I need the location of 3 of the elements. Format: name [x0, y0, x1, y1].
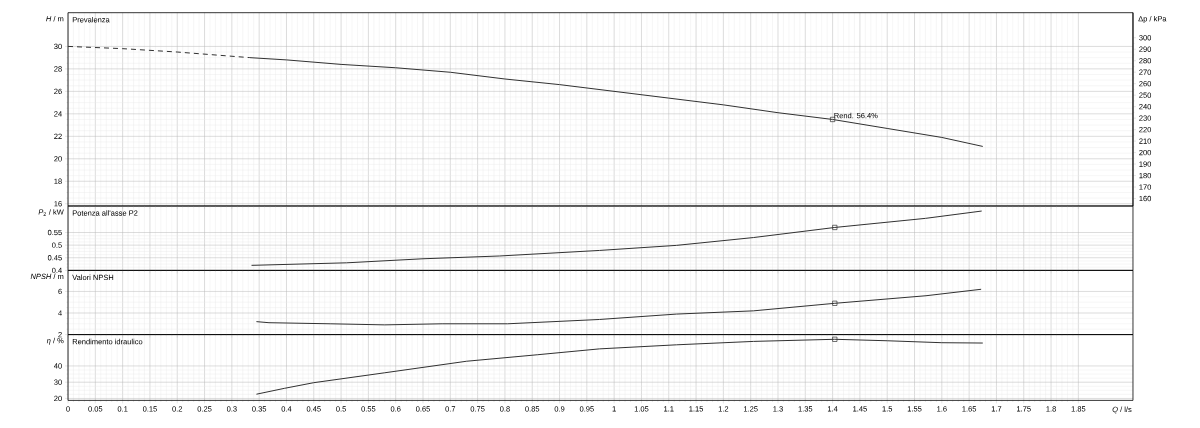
- line-series: [255, 288, 982, 326]
- line-series: [255, 338, 984, 395]
- line-series: [251, 210, 983, 266]
